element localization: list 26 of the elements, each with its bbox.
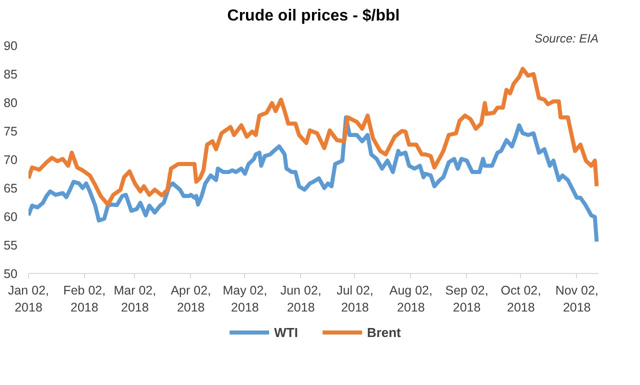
x-tick-label: Aug 02, 2018: [389, 284, 432, 314]
x-tick-label: Jul 02, 2018: [336, 284, 374, 314]
line-series: [28, 66, 598, 207]
x-tick-label: May 02, 2018: [222, 284, 268, 314]
x-tick-label: Feb 02, 2018: [63, 284, 106, 314]
x-tick-label: Jan 02, 2018: [8, 284, 50, 314]
y-tick-label: 85: [4, 68, 18, 82]
chart-title: Crude oil prices - $/bbl: [227, 8, 400, 24]
y-tick-label: 50: [4, 267, 18, 281]
x-tick-label: Nov 02, 2018: [555, 284, 598, 314]
source-note: Source: EIA: [534, 32, 598, 46]
y-tick-label: 55: [4, 238, 18, 252]
y-tick-label: 80: [4, 96, 18, 110]
legend-label: WTI: [274, 324, 298, 340]
x-tick-label: Jun 02, 2018: [280, 284, 322, 314]
x-tick-label: Mar 02, 2018: [114, 284, 156, 314]
y-tick-label: 60: [4, 210, 18, 224]
line-series: [28, 115, 598, 244]
y-tick-label: 65: [4, 182, 18, 196]
y-tick-label: 90: [4, 39, 18, 53]
x-tick-label: Apr 02, 2018: [170, 284, 212, 314]
x-tick-label: Sep 02, 2018: [445, 284, 488, 314]
y-tick-label: 70: [4, 153, 18, 167]
y-tick-label: 75: [4, 124, 18, 138]
legend-label: Brent: [366, 324, 401, 340]
x-tick-label: Oct 02, 2018: [500, 284, 542, 314]
